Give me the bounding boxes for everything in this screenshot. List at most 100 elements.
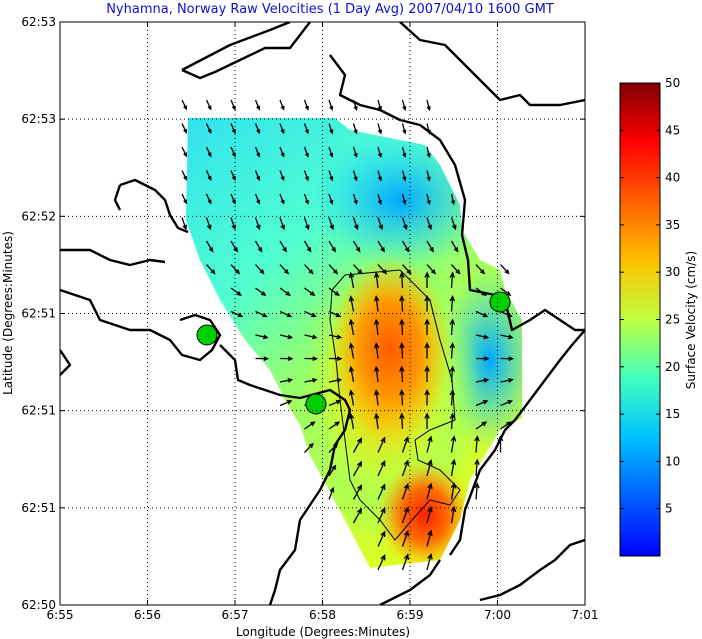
x-tick-label: 7:01: [572, 608, 599, 622]
velocity-vector: [377, 99, 383, 112]
velocity-vector: [328, 123, 334, 135]
station-marker: [305, 393, 327, 415]
velocity-vector: [424, 342, 430, 359]
velocity-vector: [377, 460, 386, 477]
velocity-vector: [424, 271, 430, 289]
velocity-vector: [401, 99, 407, 112]
velocity-vector: [205, 193, 212, 205]
velocity-vector: [303, 217, 310, 231]
velocity-vector: [450, 240, 459, 253]
y-tick-label: 62:53: [21, 112, 56, 126]
velocity-vector: [328, 264, 339, 275]
x-tick-label: 6:55: [47, 608, 74, 622]
velocity-vector: [328, 356, 343, 361]
velocity-vector: [352, 437, 363, 453]
velocity-vector: [424, 318, 430, 336]
velocity-vector: [450, 193, 456, 206]
velocity-vector: [348, 342, 355, 359]
y-tick-label: 62:53: [21, 15, 56, 29]
velocity-vector: [254, 170, 261, 182]
velocity-vector: [474, 435, 480, 453]
colorbar-tick-label: 15: [665, 407, 680, 421]
velocity-vector: [255, 287, 267, 297]
velocity-vector: [426, 99, 431, 112]
colorbar-tick-label: 20: [665, 360, 680, 374]
velocity-vector: [399, 365, 405, 383]
velocity-vector: [230, 146, 236, 158]
y-tick-label: 62:52: [21, 209, 56, 223]
velocity-vector: [303, 146, 309, 158]
velocity-vector: [426, 146, 431, 159]
velocity-vector: [426, 529, 433, 547]
colorbar-tick-label: 30: [665, 265, 680, 279]
station-marker: [196, 324, 218, 346]
coast-segment: [479, 538, 585, 602]
velocity-vector: [206, 264, 216, 275]
velocity-vector: [373, 318, 380, 336]
velocity-vector: [377, 436, 386, 453]
velocity-vector: [304, 421, 316, 430]
velocity-vector: [230, 264, 241, 275]
velocity-vector: [348, 365, 355, 383]
velocity-vector: [401, 123, 407, 135]
velocity-vector: [377, 123, 383, 135]
velocity-vector: [500, 421, 512, 430]
velocity-vector: [352, 240, 361, 253]
velocity-vector: [304, 356, 319, 361]
coast-segment: [181, 22, 311, 80]
velocity-vector: [474, 482, 480, 500]
velocity-vector: [449, 271, 456, 289]
colorbar-tick-label: 10: [665, 454, 680, 468]
field-peak-center: [328, 255, 452, 445]
velocity-vector: [449, 294, 456, 312]
velocity-vector: [205, 217, 212, 231]
velocity-vector: [279, 240, 287, 253]
velocity-vector: [348, 412, 355, 430]
velocity-vector: [328, 240, 336, 253]
velocity-vector: [230, 240, 238, 253]
velocity-vector: [230, 193, 236, 205]
velocity-vector: [475, 356, 490, 361]
velocity-vector: [450, 482, 457, 500]
velocity-vector: [450, 435, 457, 453]
velocity-vector: [401, 553, 410, 571]
velocity-vector: [401, 170, 407, 182]
velocity-vector: [279, 217, 286, 231]
velocity-vector: [254, 193, 261, 205]
velocity-vector: [373, 412, 380, 430]
velocity-vector: [304, 310, 317, 318]
velocity-vector: [181, 217, 188, 231]
velocity-vector: [424, 412, 430, 430]
velocity-vector: [328, 287, 340, 297]
station-marker: [489, 291, 511, 313]
velocity-vector: [450, 458, 457, 477]
velocity-vector: [377, 507, 386, 524]
velocity-vector: [328, 99, 334, 111]
velocity-vector: [500, 377, 514, 383]
velocity-vector: [426, 264, 437, 275]
velocity-vector: [205, 99, 212, 111]
coast-segment: [449, 329, 585, 556]
colorbar-tick-label: 35: [665, 218, 680, 232]
velocity-vector: [205, 170, 212, 181]
velocity-vector: [475, 421, 488, 430]
y-tick-label: 62:50: [21, 598, 56, 612]
velocity-vector: [449, 388, 456, 406]
coast-segment: [399, 22, 585, 107]
velocity-vector: [475, 264, 486, 275]
velocity-vector: [348, 318, 355, 336]
velocity-vector: [303, 240, 312, 253]
velocity-vector: [181, 170, 188, 181]
velocity-vector: [401, 506, 410, 524]
velocity-vector: [399, 341, 405, 359]
velocity-vector: [279, 356, 294, 361]
velocity-vector: [304, 264, 314, 275]
velocity-vector: [373, 365, 380, 383]
velocity-vector: [450, 217, 457, 231]
velocity-vector: [254, 146, 261, 158]
velocity-vector: [426, 506, 433, 524]
colorbar: 5 10 15 20 25 30 35 40 45 50 Surface Velocity (cm…: [619, 76, 698, 557]
velocity-vector: [279, 123, 285, 135]
velocity-vector: [304, 287, 316, 297]
velocity-vector: [377, 530, 386, 547]
